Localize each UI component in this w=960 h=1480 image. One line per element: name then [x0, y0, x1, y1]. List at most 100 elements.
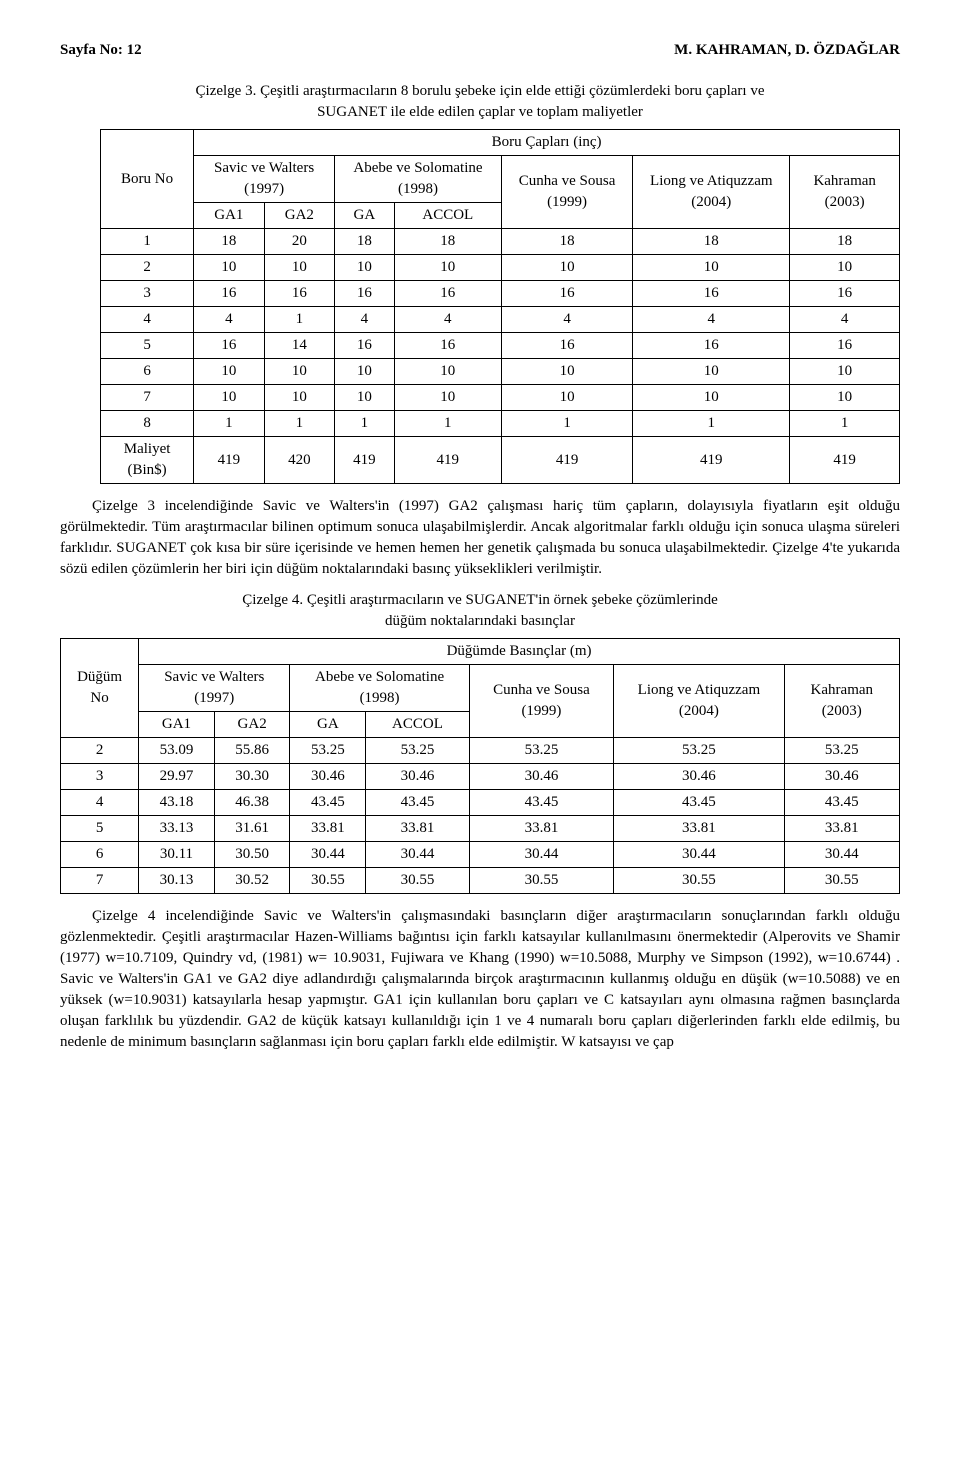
- col-header-group: Boru Çapları (inç): [194, 130, 900, 156]
- row-id: 6: [61, 842, 139, 868]
- cell: 43.45: [614, 790, 784, 816]
- caption-text: düğüm noktalarındaki basınçlar: [385, 613, 575, 629]
- cell: 43.45: [290, 790, 366, 816]
- cell: 10: [264, 255, 334, 281]
- cell: 16: [790, 333, 900, 359]
- table-row: 81111111: [101, 411, 900, 437]
- cell: 30.44: [784, 842, 899, 868]
- page-number: Sayfa No: 12: [60, 40, 142, 61]
- col-header: Cunha ve Sousa (1999): [469, 665, 614, 738]
- row-id: 5: [101, 333, 194, 359]
- cell: 1: [264, 307, 334, 333]
- cell: 53.25: [469, 738, 614, 764]
- cell: 18: [394, 229, 501, 255]
- cell: 53.25: [366, 738, 469, 764]
- cell: 10: [633, 359, 790, 385]
- caption-text: SUGANET ile elde edilen çaplar ve toplam…: [317, 104, 643, 120]
- col-header: Kahraman (2003): [790, 156, 900, 229]
- cell: 4: [335, 307, 395, 333]
- row-id: 6: [101, 359, 194, 385]
- cell: 419: [633, 437, 790, 484]
- cell: 43.45: [784, 790, 899, 816]
- cell: 16: [194, 333, 264, 359]
- col-subheader: GA: [290, 712, 366, 738]
- cell: 30.11: [139, 842, 215, 868]
- cell: 4: [633, 307, 790, 333]
- cell: 53.25: [614, 738, 784, 764]
- col-header: Abebe ve Solomatine (1998): [335, 156, 502, 203]
- cell: 53.09: [139, 738, 215, 764]
- col-subheader: ACCOL: [394, 203, 501, 229]
- col-header: Kahraman (2003): [784, 665, 899, 738]
- table4: Düğüm No Düğümde Basınçlar (m) Savic ve …: [60, 638, 900, 894]
- table-row: 516141616161616: [101, 333, 900, 359]
- row-id: 4: [101, 307, 194, 333]
- paragraph-2: Çizelge 4 incelendiğinde Savic ve Walter…: [60, 906, 900, 1053]
- cell: 420: [264, 437, 334, 484]
- cell: 16: [501, 333, 632, 359]
- cell: 31.61: [214, 816, 290, 842]
- cell: 30.30: [214, 764, 290, 790]
- cell: 18: [194, 229, 264, 255]
- cell: 30.44: [366, 842, 469, 868]
- cell: 16: [194, 281, 264, 307]
- table-row: 443.1846.3843.4543.4543.4543.4543.45: [61, 790, 900, 816]
- cell: 18: [790, 229, 900, 255]
- cell: 16: [501, 281, 632, 307]
- cell: 16: [335, 281, 395, 307]
- table-row: 210101010101010: [101, 255, 900, 281]
- cell: 1: [633, 411, 790, 437]
- cell: 10: [790, 385, 900, 411]
- col-header: Liong ve Atiquzzam (2004): [633, 156, 790, 229]
- row-id: 1: [101, 229, 194, 255]
- cell: 4: [790, 307, 900, 333]
- cell: 33.13: [139, 816, 215, 842]
- cell: 30.46: [469, 764, 614, 790]
- table-row: 533.1331.6133.8133.8133.8133.8133.81: [61, 816, 900, 842]
- cell: 16: [394, 333, 501, 359]
- paragraph-1: Çizelge 3 incelendiğinde Savic ve Walter…: [60, 496, 900, 580]
- cell: 16: [633, 281, 790, 307]
- table4-caption: Çizelge 4. Çeşitli araştırmacıların ve S…: [60, 590, 900, 632]
- cell: 43.45: [469, 790, 614, 816]
- cell: 1: [790, 411, 900, 437]
- table-row: 44144444: [101, 307, 900, 333]
- table3: Boru No Boru Çapları (inç) Savic ve Walt…: [100, 129, 900, 484]
- cell: 10: [394, 359, 501, 385]
- cell: 1: [335, 411, 395, 437]
- row-id: 8: [101, 411, 194, 437]
- cell: 4: [501, 307, 632, 333]
- cell: 10: [335, 359, 395, 385]
- cell: 1: [194, 411, 264, 437]
- cell: 43.45: [366, 790, 469, 816]
- table-row: 118201818181818: [101, 229, 900, 255]
- cell: 1: [394, 411, 501, 437]
- cell: 10: [394, 385, 501, 411]
- cell: 30.13: [139, 868, 215, 894]
- cell: 10: [501, 359, 632, 385]
- cell: 10: [194, 359, 264, 385]
- cell: 419: [335, 437, 395, 484]
- col-subheader: GA: [335, 203, 395, 229]
- cell: 55.86: [214, 738, 290, 764]
- cell: 10: [501, 385, 632, 411]
- col-header: Cunha ve Sousa (1999): [501, 156, 632, 229]
- cell: 53.25: [290, 738, 366, 764]
- cell: 10: [790, 255, 900, 281]
- cell: 419: [790, 437, 900, 484]
- cell: 14: [264, 333, 334, 359]
- cell: 18: [335, 229, 395, 255]
- cell: 10: [264, 359, 334, 385]
- cell: 1: [501, 411, 632, 437]
- cell: 30.55: [614, 868, 784, 894]
- table-row: 253.0955.8653.2553.2553.2553.2553.25: [61, 738, 900, 764]
- table-row: 730.1330.5230.5530.5530.5530.5530.55: [61, 868, 900, 894]
- cell: 30.46: [784, 764, 899, 790]
- table-row: 710101010101010: [101, 385, 900, 411]
- table-row: 329.9730.3030.4630.4630.4630.4630.46: [61, 764, 900, 790]
- cell: 10: [501, 255, 632, 281]
- cell: 30.46: [614, 764, 784, 790]
- cell: 20: [264, 229, 334, 255]
- cell: 30.55: [784, 868, 899, 894]
- cell: 18: [501, 229, 632, 255]
